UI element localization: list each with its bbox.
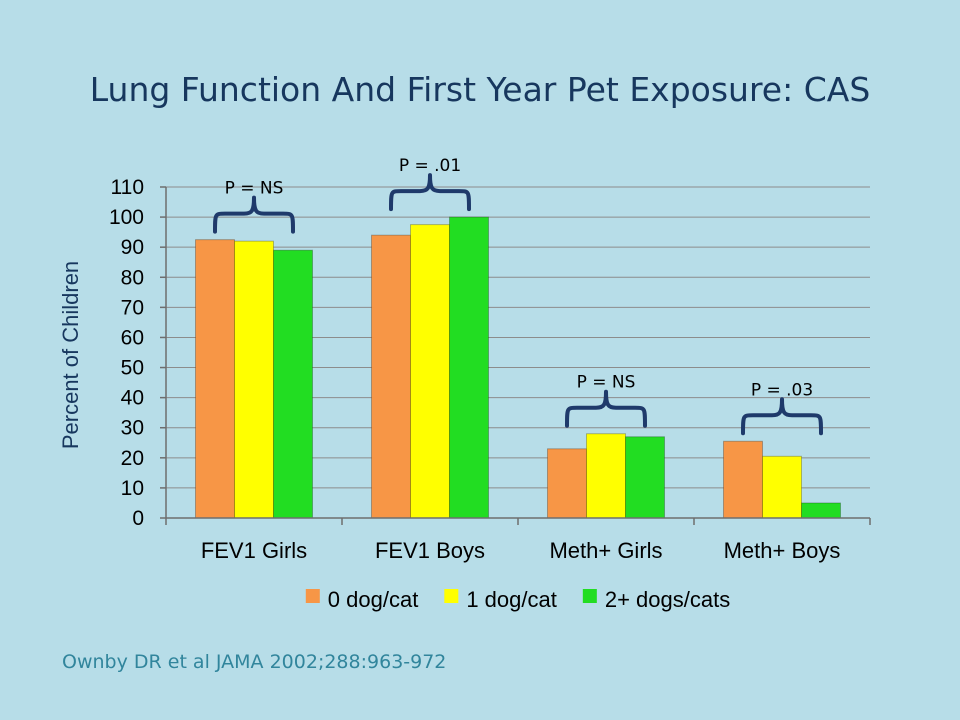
y-tick-label: 10 [121, 477, 144, 500]
citation: Ownby DR et al JAMA 2002;288:963-972 [62, 651, 447, 673]
bar [762, 455, 802, 519]
y-tick-label: 110 [111, 176, 144, 199]
legend-label: 2+ dogs/cats [605, 587, 730, 612]
y-tick-label: 90 [121, 236, 144, 259]
p-value-annotations: P = NS P = .01 P = NS P = .03 [213, 156, 823, 436]
p-value-label: P = NS [225, 179, 284, 199]
bracket [741, 397, 823, 436]
bar [801, 502, 841, 519]
bar [195, 239, 235, 519]
slide-title: Lung Function And First Year Pet Exposur… [89, 70, 871, 109]
y-tick-label: 50 [121, 357, 144, 380]
bar [410, 224, 450, 519]
y-tick-label: 80 [121, 266, 144, 289]
bar [449, 216, 489, 519]
p-value-label: P = NS [577, 373, 636, 393]
bracket [213, 195, 295, 234]
x-tick-label: Meth+ Boys [724, 538, 841, 563]
bar [273, 249, 313, 519]
y-tick-label: 0 [132, 507, 144, 530]
y-axis-label: Percent of Children [58, 261, 83, 449]
legend-label: 1 dog/cat [466, 587, 557, 612]
p-value-label: P = .01 [399, 156, 461, 176]
legend-swatch [444, 589, 459, 603]
bar [723, 440, 763, 519]
legend: 0 dog/cat 1 dog/cat 2+ dogs/cats [305, 587, 730, 612]
legend-swatch [582, 589, 597, 603]
y-tick-label: 60 [121, 326, 144, 349]
bar [234, 240, 274, 519]
bar [586, 433, 626, 519]
legend-label: 0 dog/cat [328, 587, 419, 612]
y-tick-label: 30 [121, 417, 144, 440]
bar [547, 448, 587, 519]
x-tick-label: Meth+ Girls [549, 538, 662, 563]
legend-swatch [305, 589, 320, 603]
category-labels: FEV1 Girls FEV1 Boys Meth+ Girls Meth+ Boys [201, 538, 841, 563]
y-tick-labels: 0 10 20 30 40 50 60 70 80 90 100 110 [109, 176, 144, 530]
y-tick-label: 100 [109, 206, 144, 229]
bracket [565, 389, 647, 428]
y-tick-label: 20 [121, 447, 144, 470]
bar [625, 436, 665, 519]
p-value-label: P = .03 [751, 380, 813, 400]
y-tick-label: 40 [121, 387, 144, 410]
bracket [389, 173, 471, 212]
x-tick-label: FEV1 Boys [375, 538, 485, 563]
bars [195, 216, 841, 519]
axes [165, 187, 871, 525]
x-tick-label: FEV1 Girls [201, 538, 307, 563]
y-tick-label: 70 [121, 296, 144, 319]
bar [371, 234, 411, 519]
